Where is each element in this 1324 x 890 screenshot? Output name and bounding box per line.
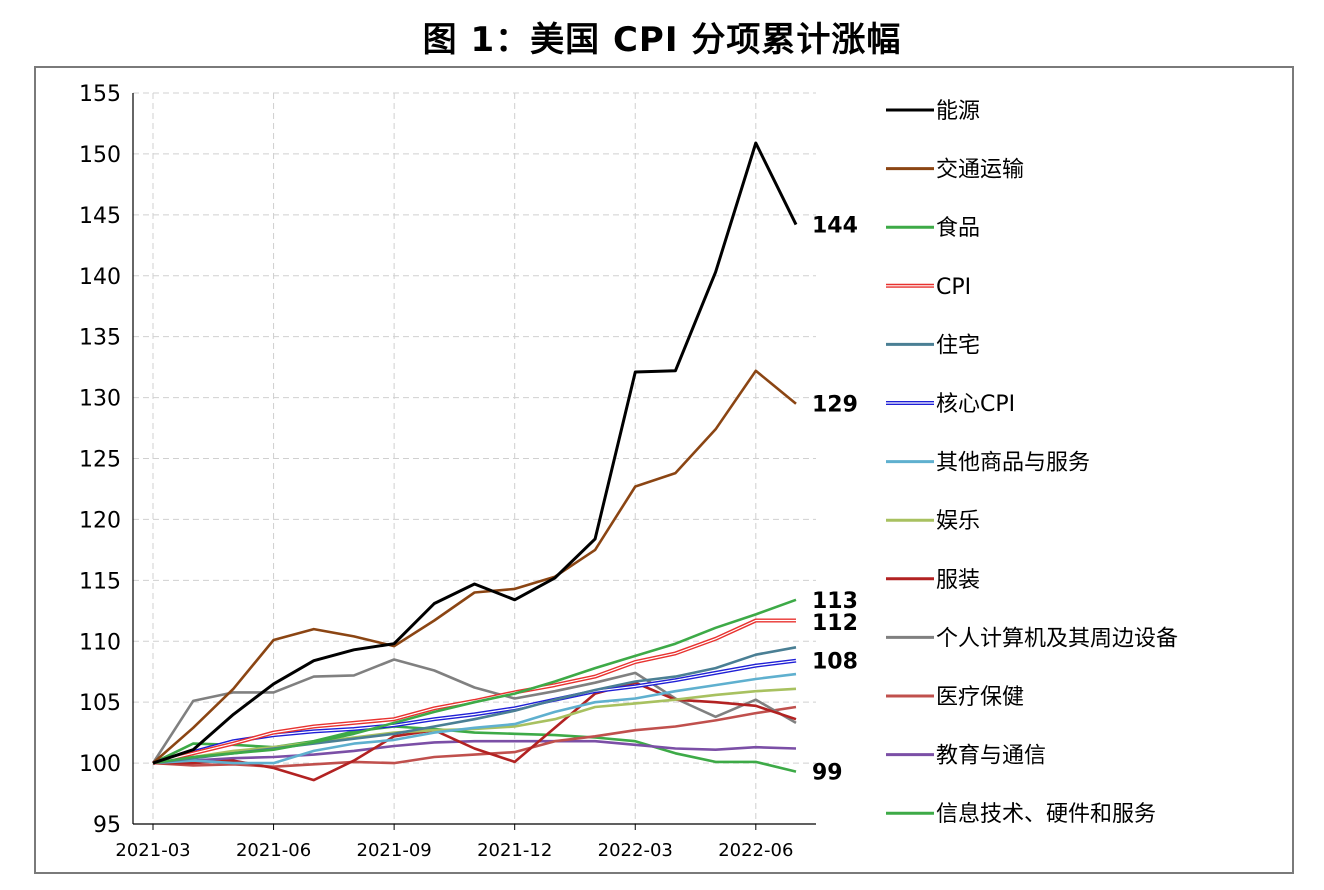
x-tick-label: 2021-03 [115,840,190,861]
series-end-label: 112 [812,611,858,636]
series-line-1 [152,369,797,765]
series-end-label: 144 [812,214,858,239]
chart-title: 图 1：美国 CPI 分项累计涨幅 [422,20,902,60]
y-tick-label: 135 [79,326,121,351]
legend-label: 信息技术、硬件和服务 [936,802,1156,827]
y-tick-label: 95 [93,813,121,838]
series-line-2 [152,598,797,765]
legend-label: 娱乐 [936,509,980,534]
legend-label: 食品 [936,216,980,241]
legend-label: 服装 [936,568,980,593]
y-tick-label: 125 [79,448,121,473]
series-line-0 [152,141,798,765]
series-line-12 [152,725,797,773]
series-line-8 [153,681,797,782]
legend-label: CPI [936,275,971,300]
y-tick-label: 110 [79,630,121,655]
x-tick-label: 2021-06 [236,840,311,861]
series-line-6 [152,672,797,765]
legend-label: 个人计算机及其周边设备 [936,626,1178,651]
series-end-label: 129 [812,393,858,418]
legend-label: 医疗保健 [936,685,1024,710]
y-tick-label: 155 [79,82,121,107]
legend-label: 住宅 [936,333,980,358]
x-tick-label: 2021-09 [357,840,432,861]
legend-label: 核心CPI [936,392,1015,417]
legend-label: 其他商品与服务 [936,451,1090,476]
series-end-label: 113 [812,589,858,614]
y-tick-label: 115 [79,569,121,594]
x-tick-label: 2022-03 [598,840,673,861]
legend-label: 交通运输 [936,158,1024,183]
x-tick-label: 2021-12 [477,840,552,861]
y-tick-label: 120 [79,508,121,533]
y-tick-label: 150 [79,143,121,168]
y-tick-label: 140 [79,265,121,290]
legend-label: 能源 [936,99,980,124]
y-tick-label: 100 [79,752,121,777]
y-tick-label: 145 [79,204,121,229]
x-tick-label: 2022-06 [718,840,793,861]
y-tick-label: 105 [79,691,121,716]
series-line-11 [152,739,797,765]
series-end-label: 108 [812,650,858,675]
legend-label: 教育与通信 [936,744,1046,769]
y-tick-label: 130 [79,387,121,412]
chart-frame [34,66,1294,874]
series-end-label: 99 [812,761,843,786]
